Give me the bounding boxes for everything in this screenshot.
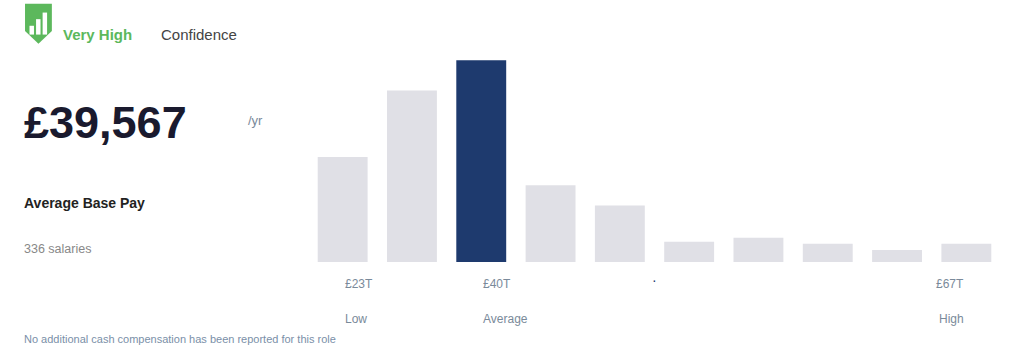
svg-text:·: · [652,272,657,288]
svg-text:£40T: £40T [483,277,511,291]
svg-text:Average Base Pay: Average Base Pay [24,195,145,211]
svg-text:£23T: £23T [345,277,373,291]
svg-text:Very High: Very High [63,26,132,43]
svg-text:£67T: £67T [936,277,964,291]
svg-text:/yr: /yr [248,113,263,128]
svg-text:No additional cash compensatio: No additional cash compensation has been… [24,333,336,345]
svg-text:Low: Low [345,312,367,326]
svg-text:High: High [939,312,964,326]
svg-text:Confidence: Confidence [161,26,237,43]
svg-text:Average: Average [483,312,528,326]
svg-text:£39,567: £39,567 [24,97,187,148]
svg-text:336 salaries: 336 salaries [24,242,91,256]
